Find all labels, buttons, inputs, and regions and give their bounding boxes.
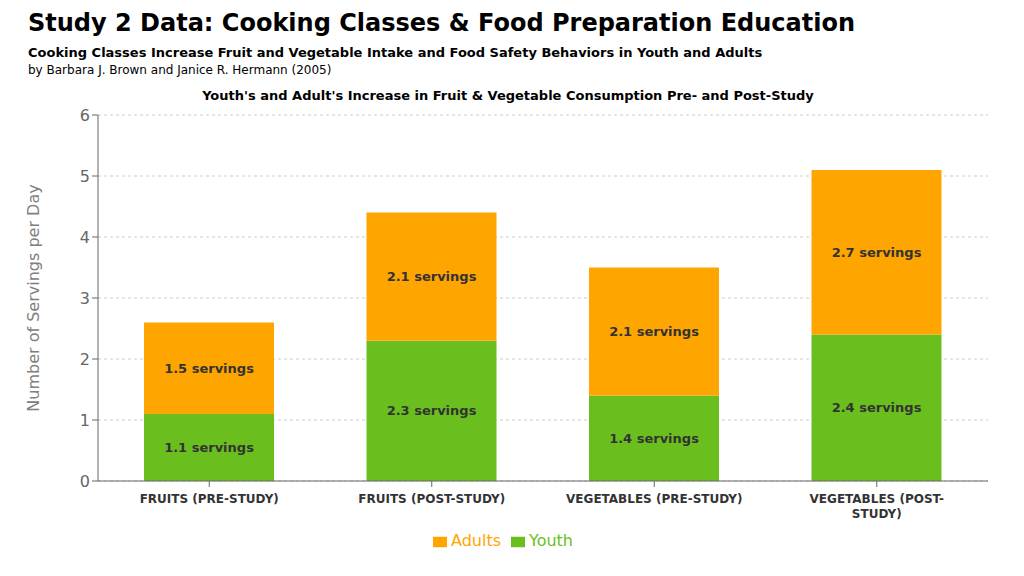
- svg-text:4: 4: [80, 228, 90, 247]
- svg-text:2.4 servings: 2.4 servings: [832, 400, 922, 415]
- html-text:Study 2 Data: Cooking Classes: Study 2 Data: Cooking Classes & Food Pre…: [28, 9, 856, 37]
- html-text:Cooking Classes Increase Fruit: Cooking Classes Increase Fruit and Veget…: [28, 45, 763, 60]
- svg-text:1.1 servings: 1.1 servings: [164, 440, 254, 455]
- svg-text:FRUITS (PRE-STUDY): FRUITS (PRE-STUDY): [140, 492, 279, 506]
- svg-text:2.3 servings: 2.3 servings: [387, 403, 477, 418]
- svg-text:2: 2: [80, 350, 90, 369]
- svg-text:1.5 servings: 1.5 servings: [164, 361, 254, 376]
- html-text:by Barbara J. Brown and Janice: by Barbara J. Brown and Janice R. Herman…: [28, 63, 332, 77]
- svg-text:1.4 servings: 1.4 servings: [609, 431, 699, 446]
- svg-text:6: 6: [80, 106, 90, 125]
- svg-text:VEGETABLES (PRE-STUDY): VEGETABLES (PRE-STUDY): [566, 492, 742, 506]
- svg-text:Number of Servings per Day: Number of Servings per Day: [24, 184, 43, 411]
- svg-text:2.1 servings: 2.1 servings: [387, 269, 477, 284]
- html-text:Youth's and Adult's Increase i: Youth's and Adult's Increase in Fruit & …: [202, 88, 814, 103]
- svg-text:2.1 servings: 2.1 servings: [609, 324, 699, 339]
- svg-text:5: 5: [80, 167, 90, 186]
- svg-text:3: 3: [80, 289, 90, 308]
- svg-text:VEGETABLES (POST-STUDY): VEGETABLES (POST-STUDY): [810, 492, 944, 521]
- html-text:Adults: Adults: [451, 531, 501, 550]
- html-text:Youth: Youth: [529, 531, 573, 550]
- svg-text:1: 1: [80, 411, 90, 430]
- svg-text:FRUITS (POST-STUDY): FRUITS (POST-STUDY): [358, 492, 505, 506]
- svg-text:2.7 servings: 2.7 servings: [832, 245, 922, 260]
- svg-text:0: 0: [80, 472, 90, 491]
